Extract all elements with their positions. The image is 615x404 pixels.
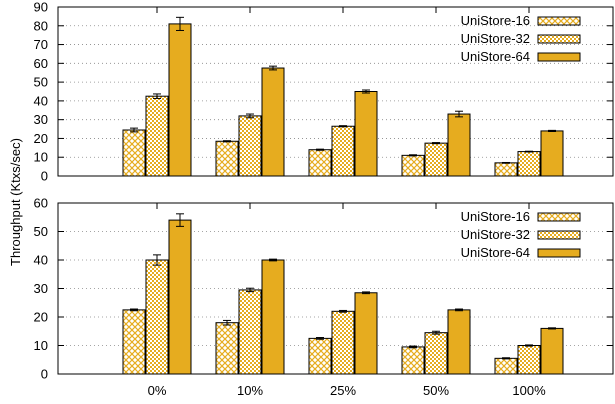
bar-unistore-64 bbox=[168, 219, 192, 375]
bar-unistore-16 bbox=[122, 129, 146, 177]
bar-unistore-16 bbox=[215, 140, 239, 177]
legend-swatch bbox=[537, 34, 581, 44]
bar-unistore-32 bbox=[517, 151, 541, 177]
bar-unistore-64 bbox=[540, 327, 564, 375]
bar-unistore-16 bbox=[308, 149, 332, 177]
bar-unistore-16 bbox=[401, 154, 425, 177]
y-tick-label: 40 bbox=[34, 253, 48, 268]
legend-label: UniStore-32 bbox=[461, 31, 530, 46]
bar-unistore-16 bbox=[401, 346, 425, 375]
bar-unistore-64 bbox=[447, 309, 471, 375]
bar-unistore-32 bbox=[331, 310, 355, 375]
legend-label: UniStore-64 bbox=[461, 245, 530, 260]
x-tick-label: 10% bbox=[237, 383, 263, 398]
bar-unistore-64 bbox=[540, 130, 564, 177]
bar-unistore-64 bbox=[168, 23, 192, 177]
y-tick-label: 40 bbox=[34, 93, 48, 108]
x-tick-label: 0% bbox=[148, 383, 167, 398]
bar-unistore-32 bbox=[424, 332, 448, 375]
bar-unistore-64 bbox=[354, 292, 378, 375]
legend-swatch bbox=[537, 248, 581, 258]
chart-panel-1: 0 10 20 30 40 50 60 70 80 90 UniStore-16 UniStore-3… bbox=[34, 0, 614, 184]
bar-unistore-16 bbox=[494, 357, 518, 375]
y-axis-label: Throughput (Ktxs/sec) bbox=[8, 138, 23, 266]
bar-unistore-32 bbox=[145, 259, 169, 375]
bar-unistore-16 bbox=[308, 337, 332, 375]
y-tick-label: 20 bbox=[34, 310, 48, 325]
y-tick-label: 30 bbox=[34, 281, 48, 296]
legend-label: UniStore-16 bbox=[461, 13, 530, 28]
y-tick-label: 50 bbox=[34, 224, 48, 239]
y-tick-label: 80 bbox=[34, 18, 48, 33]
legend-swatch bbox=[537, 230, 581, 240]
legend-label: UniStore-16 bbox=[461, 209, 530, 224]
chart-panel-2: 0 10 20 30 40 50 60 0% 10% 25% 50% 100% UniStore-16 U… bbox=[34, 196, 614, 398]
x-tick-label: 100% bbox=[512, 383, 546, 398]
bar-unistore-64 bbox=[354, 91, 378, 177]
plot-frame bbox=[57, 6, 614, 177]
legend-swatch bbox=[537, 52, 581, 62]
bar-unistore-32 bbox=[517, 345, 541, 375]
bar-unistore-64 bbox=[447, 113, 471, 177]
bar-unistore-32 bbox=[238, 115, 262, 177]
bar-unistore-32 bbox=[424, 142, 448, 177]
bar-unistore-16 bbox=[494, 162, 518, 177]
legend-swatch bbox=[537, 212, 581, 222]
y-tick-label: 90 bbox=[34, 0, 48, 15]
bar-unistore-16 bbox=[122, 309, 146, 375]
bar-unistore-16 bbox=[215, 322, 239, 375]
bar-unistore-32 bbox=[145, 95, 169, 177]
bar-unistore-32 bbox=[331, 125, 355, 177]
y-tick-label: 10 bbox=[34, 150, 48, 165]
bar-unistore-64 bbox=[261, 67, 285, 177]
y-tick-label: 10 bbox=[34, 338, 48, 353]
y-tick-label: 60 bbox=[34, 196, 48, 211]
y-tick-label: 60 bbox=[34, 56, 48, 71]
legend-label: UniStore-32 bbox=[461, 227, 530, 242]
y-tick-label: 30 bbox=[34, 112, 48, 127]
y-tick-label: 20 bbox=[34, 131, 48, 146]
bar-unistore-32 bbox=[238, 289, 262, 375]
bar-unistore-64 bbox=[261, 259, 285, 375]
y-tick-label: 0 bbox=[41, 169, 48, 184]
y-tick-label: 50 bbox=[34, 75, 48, 90]
y-tick-label: 0 bbox=[41, 367, 48, 382]
x-tick-label: 25% bbox=[330, 383, 356, 398]
y-tick-label: 70 bbox=[34, 37, 48, 52]
x-tick-label: 50% bbox=[423, 383, 449, 398]
legend-label: UniStore-64 bbox=[461, 49, 530, 64]
plot-frame bbox=[57, 202, 614, 375]
legend-swatch bbox=[537, 16, 581, 26]
